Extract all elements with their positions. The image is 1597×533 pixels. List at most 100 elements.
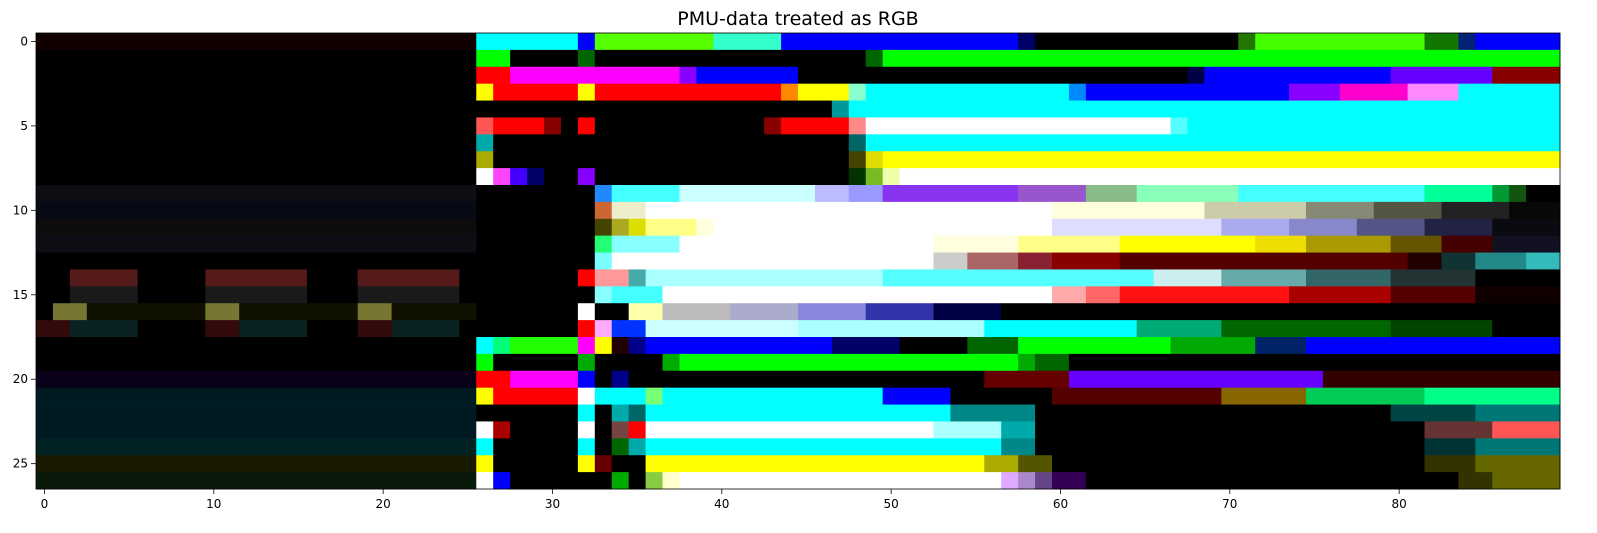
heatmap-cell-segment <box>137 269 206 287</box>
heatmap-cell-segment <box>459 320 579 338</box>
heatmap-cell-segment <box>36 353 477 372</box>
heatmap-cell-segment <box>645 472 663 490</box>
heatmap-cell-segment <box>69 320 138 338</box>
heatmap-cell-segment <box>865 49 884 68</box>
heatmap-cell-segment <box>1085 286 1121 304</box>
heatmap-cell-segment <box>36 49 477 68</box>
heatmap-cell-segment <box>611 320 646 338</box>
heatmap-cell-segment <box>1424 185 1493 203</box>
heatmap-cell-segment <box>1424 438 1476 456</box>
heatmap-cell-segment <box>679 235 934 253</box>
heatmap-cell-segment <box>36 472 477 490</box>
heatmap-cell-segment <box>594 337 613 355</box>
y-tick-label: 5 <box>20 119 28 133</box>
heatmap-cell-segment <box>36 370 477 389</box>
heatmap-cell-segment <box>476 83 494 101</box>
heatmap-cell-segment <box>899 337 968 355</box>
heatmap-cell-segment <box>611 472 630 490</box>
heatmap-cell-segment <box>1475 438 1561 456</box>
heatmap-cell-segment <box>36 185 477 203</box>
heatmap-cell-segment <box>1424 33 1459 51</box>
heatmap-cell-segment <box>679 353 1019 372</box>
heatmap-cell-segment <box>1441 252 1476 270</box>
heatmap-cell-segment <box>967 337 1019 355</box>
heatmap-cell-segment <box>577 303 596 321</box>
heatmap-cell-segment <box>391 303 477 321</box>
heatmap-cell-segment <box>594 185 613 203</box>
heatmap-cell-segment <box>848 83 867 101</box>
heatmap-cell-segment <box>1458 83 1561 101</box>
heatmap-cell-segment <box>882 387 951 405</box>
heatmap-cell-segment <box>645 269 884 287</box>
heatmap-cell-segment <box>933 303 1002 321</box>
heatmap-cell-segment <box>239 303 359 321</box>
heatmap-cell-segment <box>1068 353 1561 372</box>
heatmap-cell-segment <box>611 252 934 270</box>
heatmap-cell-segment <box>577 404 596 422</box>
heatmap-cell-segment <box>577 33 596 51</box>
heatmap-cell-segment <box>882 151 1561 169</box>
heatmap-cell-segment <box>577 269 596 287</box>
heatmap-cell-segment <box>1119 286 1290 304</box>
heatmap-cell-segment <box>1018 455 1053 473</box>
heatmap-cell-segment <box>882 269 1154 287</box>
heatmap-cell-segment <box>1289 83 1341 101</box>
heatmap-cell-segment <box>1475 269 1561 287</box>
heatmap-cell-segment <box>476 303 579 321</box>
heatmap-cell-segment <box>1187 66 1205 85</box>
heatmap-cell-segment <box>645 421 934 439</box>
heatmap-cell-segment <box>713 33 782 51</box>
heatmap-cell-segment <box>594 370 613 389</box>
heatmap-cell-segment <box>848 151 867 169</box>
heatmap-cell-segment <box>1458 472 1493 490</box>
heatmap-cell-segment <box>967 252 1019 270</box>
heatmap-cell-segment <box>594 201 613 220</box>
heatmap-cell-segment <box>1492 235 1561 253</box>
heatmap-cell-segment <box>1255 337 1307 355</box>
heatmap-cell-segment <box>1475 33 1561 51</box>
heatmap-cell-segment <box>476 49 511 68</box>
heatmap-cell-segment <box>1306 201 1375 220</box>
heatmap-cell-segment <box>1119 235 1256 253</box>
heatmap-cell-segment <box>662 387 884 405</box>
heatmap-cell-segment <box>662 286 1053 304</box>
heatmap-cell-segment <box>69 286 138 304</box>
heatmap-cell-segment <box>493 472 511 490</box>
heatmap-cell-segment <box>1475 455 1561 473</box>
heatmap-cell-segment <box>798 303 867 321</box>
heatmap-cell-segment <box>510 66 680 85</box>
heatmap-cell-segment <box>628 472 646 490</box>
heatmap-cell-segment <box>1085 185 1138 203</box>
heatmap-cell-segment <box>781 33 1019 51</box>
heatmap-cell-segment <box>1475 404 1561 422</box>
plot-frame <box>35 32 1561 490</box>
heatmap-cell-segment <box>1018 252 1053 270</box>
heatmap-cell-segment <box>611 286 663 304</box>
heatmap-cell-segment <box>594 117 765 135</box>
heatmap-cell-segment <box>628 404 646 422</box>
heatmap-cell-segment <box>594 218 613 237</box>
heatmap-cell-segment <box>493 421 511 439</box>
heatmap-cell-segment <box>594 404 613 422</box>
heatmap-cell-segment <box>459 269 579 287</box>
heatmap-cell-segment <box>577 387 596 405</box>
heatmap-cell-segment <box>1322 370 1561 389</box>
heatmap-cell-segment <box>69 269 138 287</box>
heatmap-cell-segment <box>628 303 663 321</box>
heatmap-cell-segment <box>493 151 850 169</box>
heatmap-cell-segment <box>611 201 646 220</box>
heatmap-cell-segment <box>1238 33 1256 51</box>
heatmap-cell-segment <box>1221 269 1307 287</box>
heatmap-cell-segment <box>577 455 596 473</box>
heatmap-cell-segment <box>1035 353 1070 372</box>
heatmap-cell-segment <box>476 404 579 422</box>
heatmap-cell-segment <box>933 252 968 270</box>
x-tick-label: 10 <box>206 497 221 511</box>
heatmap-cell-segment <box>1238 185 1425 203</box>
heatmap-cell-segment <box>1052 201 1205 220</box>
heatmap-cell-segment <box>1390 269 1476 287</box>
heatmap-cell-segment <box>1035 438 1425 456</box>
heatmap-cell-segment <box>36 218 477 237</box>
heatmap-cell-segment <box>36 66 477 85</box>
heatmap-cell-segment <box>1356 218 1425 237</box>
